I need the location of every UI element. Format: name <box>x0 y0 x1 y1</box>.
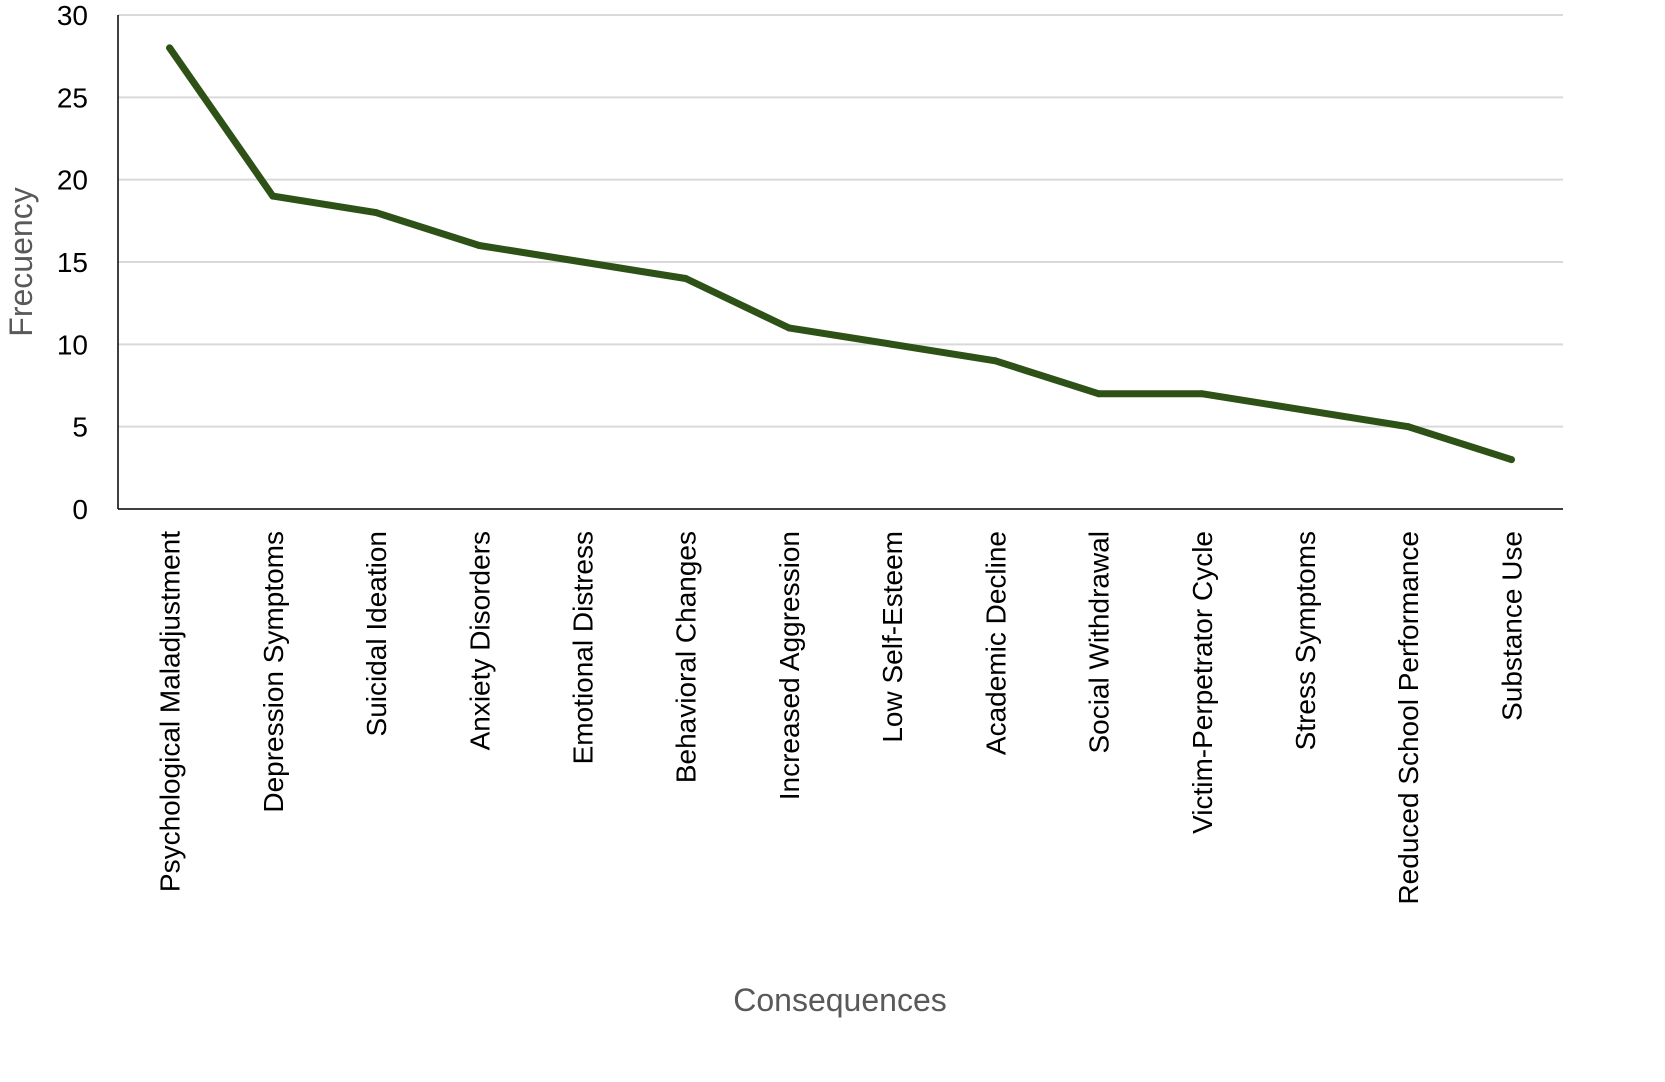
data-point <box>682 274 690 282</box>
x-tick-label: Substance Use <box>1496 531 1527 721</box>
data-point <box>269 192 277 200</box>
y-axis-title: Frecuency <box>3 187 39 336</box>
y-tick-label: 15 <box>57 247 88 278</box>
x-tick-label: Social Withdrawal <box>1084 531 1115 754</box>
y-tick-label: 10 <box>57 329 88 360</box>
data-point <box>991 357 999 365</box>
data-point <box>1301 406 1309 414</box>
data-point <box>166 44 174 52</box>
x-tick-label: Psychological Maladjustment <box>155 531 186 892</box>
series-layer <box>166 44 1515 464</box>
data-point <box>578 258 586 266</box>
x-tick-label: Victim-Perpetrator Cycle <box>1187 531 1218 834</box>
y-tick-label: 5 <box>72 412 88 443</box>
series-line-0 <box>166 44 1515 464</box>
x-tick-label: Stress Symptoms <box>1290 531 1321 750</box>
x-tick-label: Emotional Distress <box>567 531 598 764</box>
data-point <box>1198 390 1206 398</box>
data-point <box>475 242 483 250</box>
y-tick-label: 25 <box>57 82 88 113</box>
data-point <box>372 209 380 217</box>
x-tick-label: Depression Symptoms <box>258 531 289 813</box>
y-tick-label: 20 <box>57 165 88 196</box>
x-tick-label: Low Self-Esteem <box>877 531 908 743</box>
data-point <box>1404 423 1412 431</box>
data-point <box>1507 456 1515 464</box>
x-tick-label: Behavioral Changes <box>671 531 702 783</box>
data-point <box>1095 390 1103 398</box>
y-tick-label: 0 <box>72 494 88 525</box>
data-point <box>888 340 896 348</box>
x-tick-label: Suicidal Ideation <box>361 531 392 736</box>
y-tick-labels: 0 5 10 15 20 25 30 <box>57 0 88 525</box>
axes <box>117 15 1563 510</box>
x-tick-label: Increased Aggression <box>774 531 805 800</box>
x-tick-label: Anxiety Disorders <box>464 531 495 750</box>
data-point <box>785 324 793 332</box>
y-tick-label: 30 <box>57 0 88 31</box>
gridlines <box>118 14 1563 428</box>
x-tick-label: Reduced School Performance <box>1393 531 1424 905</box>
x-tick-labels: Psychological Maladjustment Depression Sy… <box>155 531 1528 905</box>
x-axis-title: Consequences <box>733 982 946 1018</box>
x-tick-label: Academic Decline <box>980 531 1011 755</box>
